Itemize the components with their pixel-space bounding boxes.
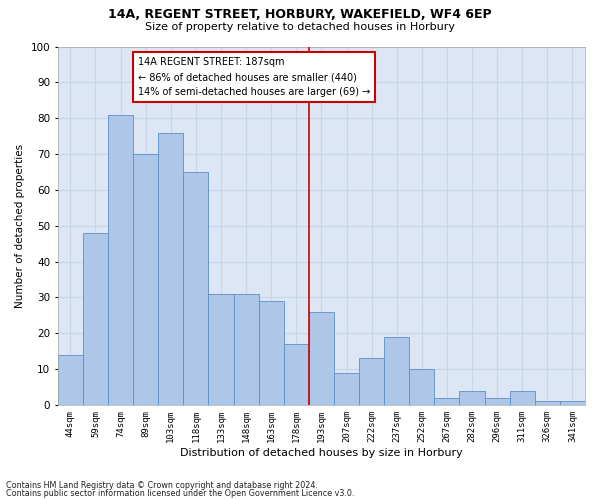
Bar	[384, 337, 409, 405]
Bar	[108, 114, 133, 405]
Bar	[309, 312, 334, 405]
Bar	[83, 233, 108, 405]
Bar	[535, 401, 560, 405]
Bar	[509, 390, 535, 405]
Bar	[359, 358, 384, 405]
Bar	[409, 369, 434, 405]
Bar	[434, 398, 460, 405]
Bar	[485, 398, 509, 405]
Bar	[208, 294, 233, 405]
Bar	[158, 132, 184, 405]
Bar	[259, 301, 284, 405]
Text: Size of property relative to detached houses in Horbury: Size of property relative to detached ho…	[145, 22, 455, 32]
Bar	[334, 372, 359, 405]
X-axis label: Distribution of detached houses by size in Horbury: Distribution of detached houses by size …	[180, 448, 463, 458]
Bar	[133, 154, 158, 405]
Text: 14A, REGENT STREET, HORBURY, WAKEFIELD, WF4 6EP: 14A, REGENT STREET, HORBURY, WAKEFIELD, …	[108, 8, 492, 20]
Bar	[284, 344, 309, 405]
Bar	[184, 172, 208, 405]
Y-axis label: Number of detached properties: Number of detached properties	[15, 144, 25, 308]
Text: 14A REGENT STREET: 187sqm
← 86% of detached houses are smaller (440)
14% of semi: 14A REGENT STREET: 187sqm ← 86% of detac…	[138, 58, 370, 97]
Text: Contains public sector information licensed under the Open Government Licence v3: Contains public sector information licen…	[6, 489, 355, 498]
Text: Contains HM Land Registry data © Crown copyright and database right 2024.: Contains HM Land Registry data © Crown c…	[6, 480, 318, 490]
Bar	[233, 294, 259, 405]
Bar	[460, 390, 485, 405]
Bar	[560, 401, 585, 405]
Bar	[58, 354, 83, 405]
